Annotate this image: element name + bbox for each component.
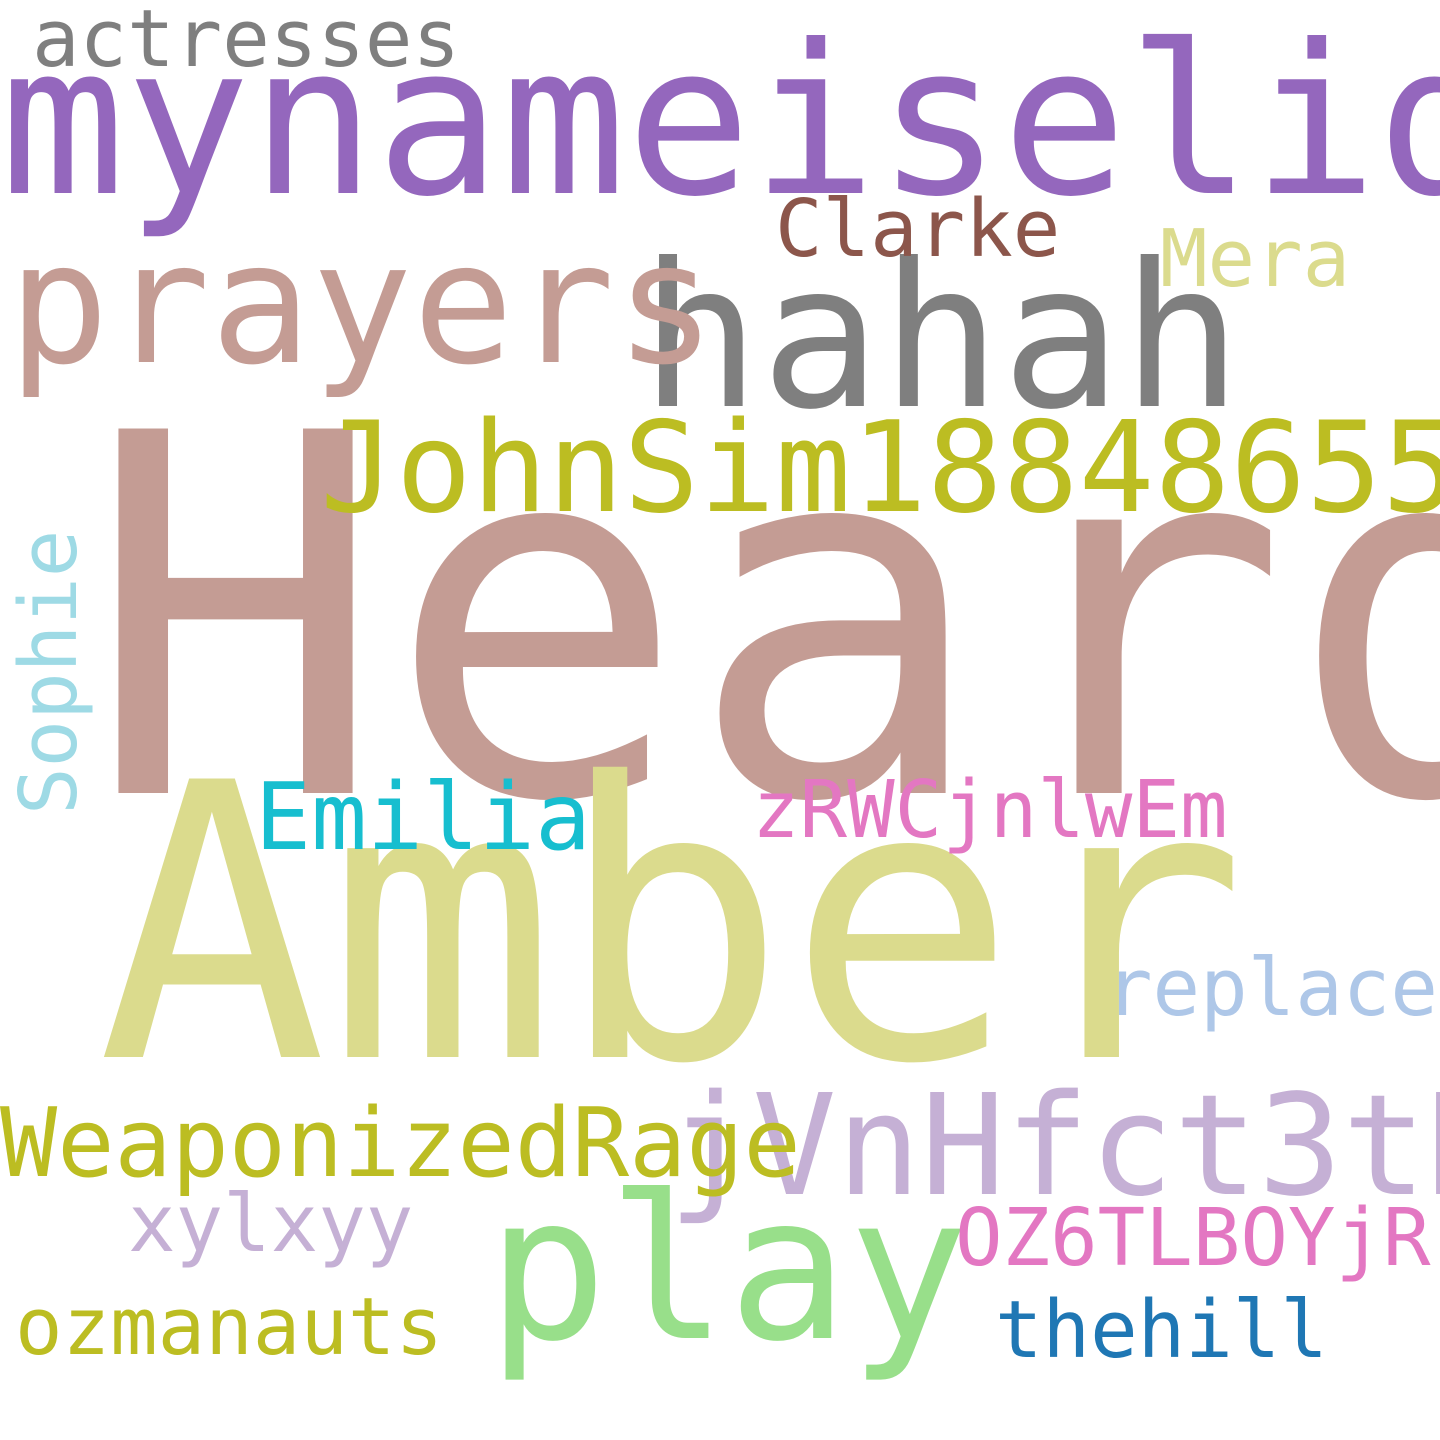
- word-johnsim: JohnSim18848655: [320, 394, 1440, 541]
- word-replace: replace: [1105, 942, 1438, 1034]
- word-amber: Amber: [97, 703, 1247, 1148]
- word-hahah: hahah: [640, 221, 1243, 454]
- word-prayers: prayers: [8, 206, 717, 402]
- word-weaponizedrage: WeaponizedRage: [0, 1089, 801, 1199]
- word-actresses: actresses: [32, 0, 461, 85]
- word-sophie: Sophie: [3, 529, 95, 815]
- word-oz6tlboyjr: OZ6TLBOYjR: [955, 1192, 1431, 1284]
- word-mynameiselida: mynameiselida: [0, 1, 1440, 243]
- word-ozmanauts: ozmanauts: [15, 1281, 444, 1373]
- word-clarke: Clarke: [775, 183, 1061, 275]
- word-xylxyy: xylxyy: [128, 1178, 414, 1270]
- word-play: play: [487, 1153, 969, 1386]
- word-zrwcjnlwem: zRWCjnlwEm: [752, 764, 1228, 856]
- word-heard: Heard: [85, 329, 1440, 911]
- word-thehill: thehill: [995, 1284, 1328, 1376]
- word-jvnhfct3tn: jVnHfct3tN: [668, 1065, 1440, 1228]
- word-mera: Mera: [1160, 213, 1351, 305]
- word-emilia: Emilia: [255, 763, 591, 871]
